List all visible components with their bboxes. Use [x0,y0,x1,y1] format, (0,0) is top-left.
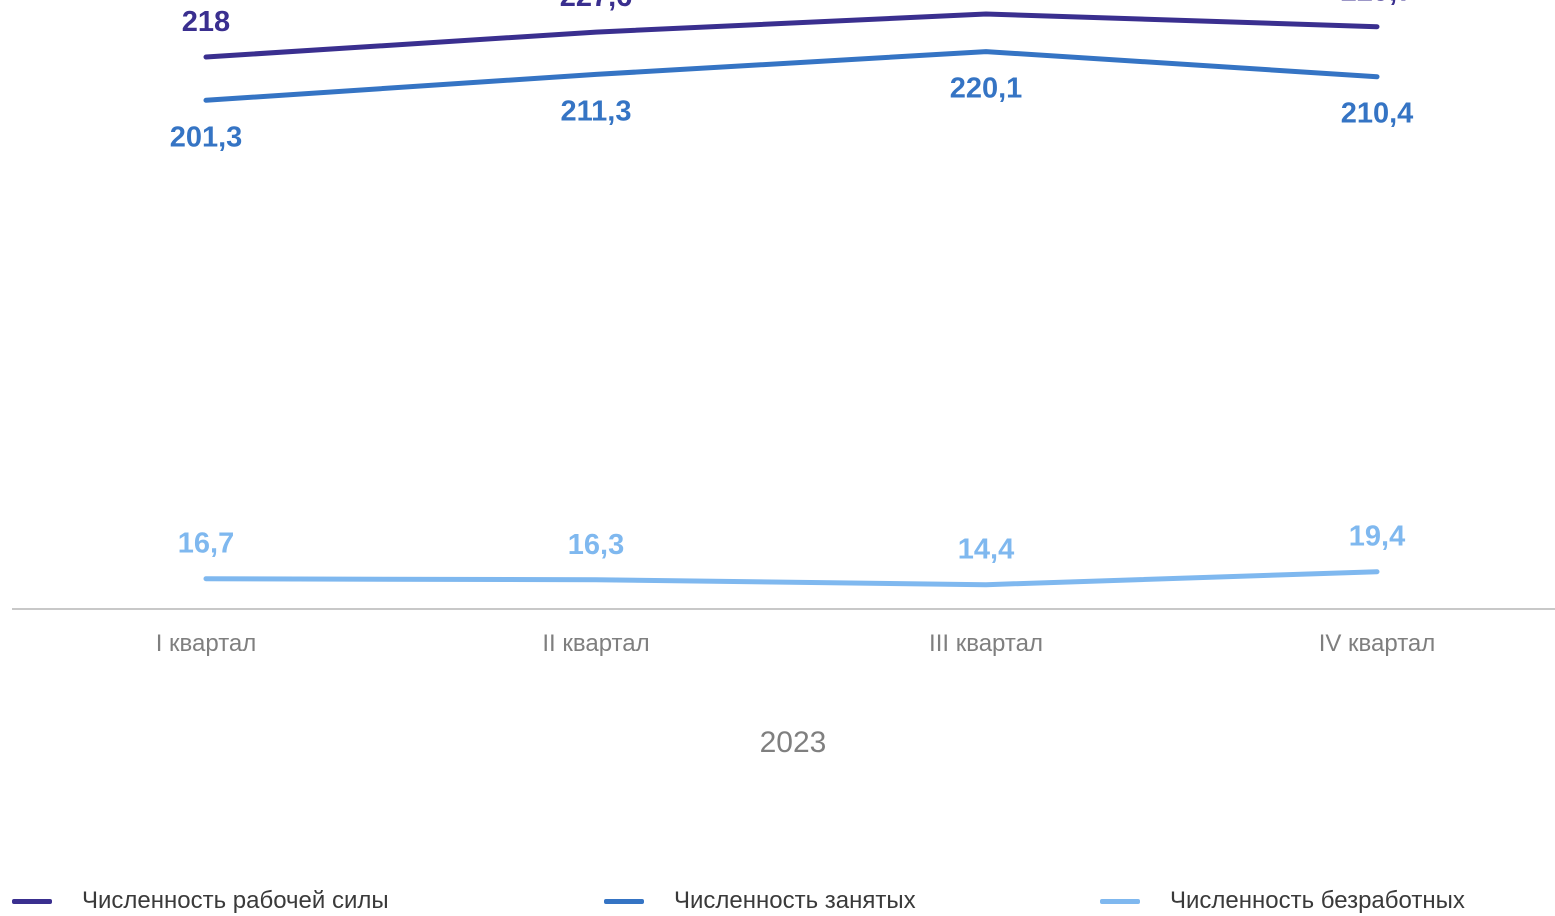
legend-swatch-unemployed [1100,898,1140,904]
legend-item-employed: Численность занятых [604,886,916,916]
legend-item-labor-force: Численность рабочей силы [12,886,389,916]
x-tick-label-1: II квартал [542,630,649,657]
data-label-s2-p0: 16,7 [178,528,234,560]
legend-label-employed: Численность занятых [674,887,916,914]
legend-swatch-labor-force [12,898,52,904]
data-label-s0-p1: 227,6 [560,0,633,13]
x-tick-label-2: III квартал [929,630,1043,657]
data-label-s1-p0: 201,3 [170,121,243,153]
legend-swatch-employed [604,898,644,904]
legend-item-unemployed: Численность безработных [1100,886,1465,916]
data-label-s1-p2: 220,1 [950,73,1023,105]
series-line-2 [203,569,1380,588]
legend-label-unemployed: Численность безработных [1170,887,1465,914]
data-label-s1-p1: 211,3 [561,95,632,127]
data-label-s2-p1: 16,3 [568,529,624,561]
data-labels-layer: 218227,6234,6229,7201,3211,3220,1210,416… [170,0,1414,566]
x-axis-title: 2023 [760,726,827,759]
x-tick-labels: I квартал II квартал III квартал IV квартал [156,630,1436,657]
data-label-s2-p3: 19,4 [1349,521,1405,553]
series-line-0 [203,11,1380,60]
series-layer [203,11,1380,588]
legend-label-labor-force: Численность рабочей силы [82,887,389,914]
x-tick-label-0: I квартал [156,630,257,657]
x-tick-label-3: IV квартал [1319,630,1436,657]
data-label-s1-p3: 210,4 [1341,98,1414,130]
data-label-s2-p2: 14,4 [958,534,1014,566]
legend: Численность рабочей силы Численность зан… [0,886,1555,916]
data-label-s0-p3: 229,7 [1341,0,1414,8]
data-label-s0-p0: 218 [182,6,230,38]
series-line-1 [203,49,1380,103]
